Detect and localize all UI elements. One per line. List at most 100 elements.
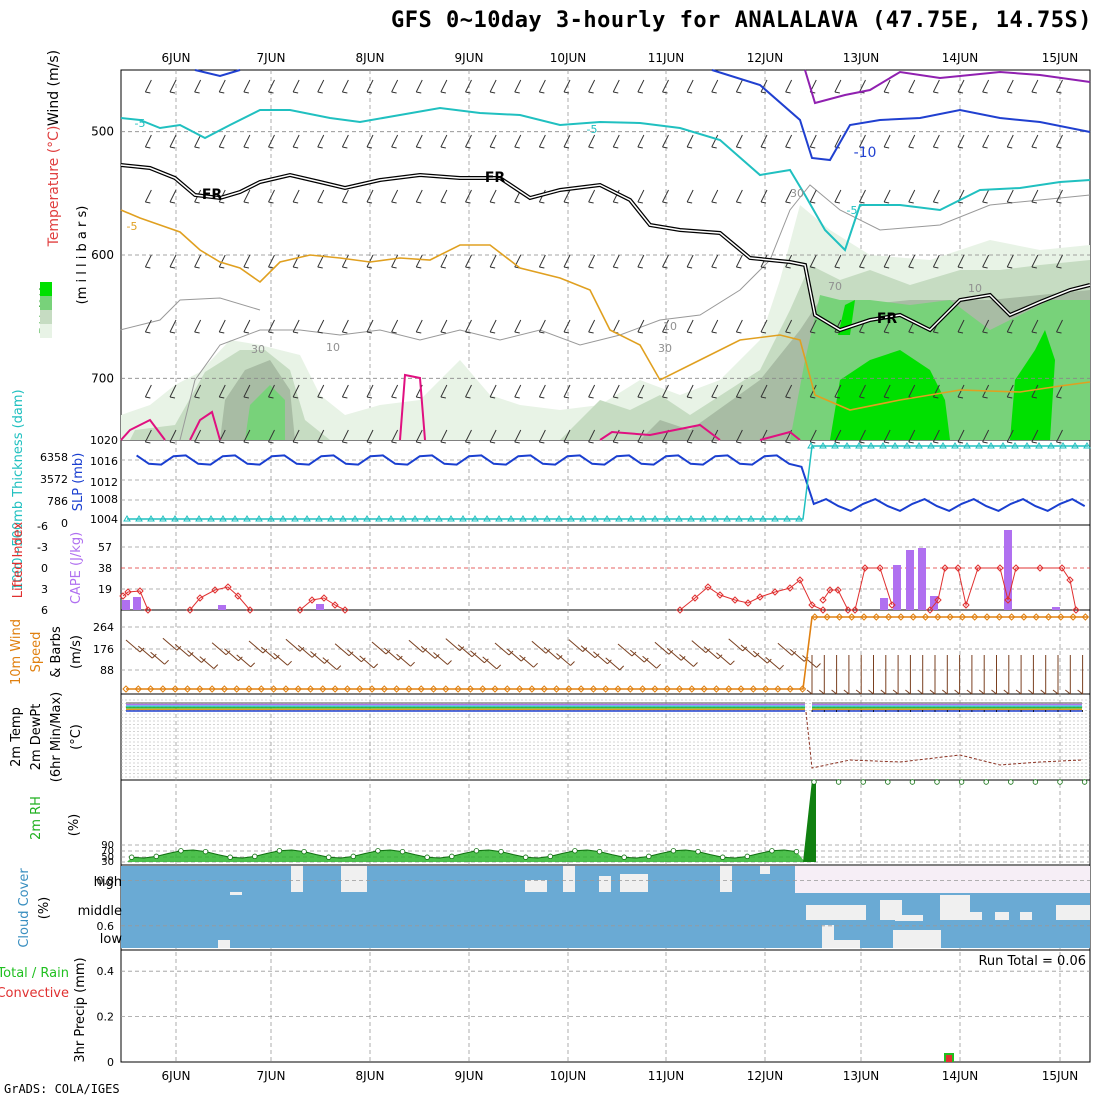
wind10m-barb [457,644,473,658]
temp-contour-magenta [759,430,801,441]
wind-barb-flag [760,441,767,444]
wind-barb-flag [834,441,840,444]
wind10m-marker [146,685,155,693]
wind10m-barb-flag [705,648,711,653]
lifted-index-marker [1058,564,1066,572]
wind-barb-flag [1007,266,1013,269]
precip-panel: 0.8 0.6 0.4 0.2 0 Run Total = 0.06 Total / Rai… [0,874,1090,1069]
wind-barb-flag [637,331,643,334]
cloud-gap [230,892,242,895]
wind10m-barb [408,639,424,653]
wind10m-marker [331,685,339,693]
thickness-marker [999,442,1007,449]
thickness-marker [759,515,767,522]
wind-barb-flag [908,441,914,444]
wind-barb-flag [539,331,545,334]
wind10m-barb-flag [262,648,268,654]
cloud-gap [970,912,982,920]
wind-barb-flag [711,441,717,444]
wind-barb-flag [982,91,988,94]
wind-barb [612,384,620,398]
wind10m-marker [528,685,536,693]
cloud-gap [599,876,611,892]
wind-barb [292,319,300,333]
wind-barb-flag [637,91,643,94]
temp-contour-blue [194,69,241,78]
wind-barb-flag [785,201,791,204]
thickness-marker [663,515,671,522]
wind-barb-flag [982,201,988,204]
wind-barb [465,134,472,148]
rh2m-marker [793,848,800,855]
wind-barb [268,384,275,398]
rh2m-marker [670,848,677,854]
wind10m-barb-flag [545,648,551,654]
lifted-index-marker [941,564,949,572]
wind-barb-flag [366,441,373,444]
wind-barb [932,79,940,93]
wind10m-barb [519,654,534,668]
wind-barb-flag [933,146,939,149]
thickness-marker [843,442,851,449]
thickness-marker [423,515,431,522]
contour-label: FR [877,311,898,327]
wind-barb [268,79,275,93]
wind10m-barb-flag [1040,689,1047,695]
wind10m-barb [396,653,411,667]
wind-barb-flag [1007,146,1013,149]
wind-barb [711,189,719,203]
wind10m-barb [224,648,239,662]
wind-barb [859,189,866,203]
wind-barb [1031,254,1039,268]
wind-barb-flag [1056,146,1062,149]
wind10m-barb-flag [855,689,862,695]
wind-barb [268,319,275,333]
wind-barb [760,79,768,93]
thickness-marker [735,515,743,522]
thickness-marker [675,515,683,522]
thickness-marker [315,515,323,522]
wind-barb [341,134,349,148]
wind10m-barb [506,648,522,662]
wind10m-barb-flag [1003,689,1010,695]
wind-barb-flag [563,396,570,399]
wind-barb-flag [588,331,594,334]
wind-barb [588,384,596,398]
thickness-marker [831,442,839,449]
wind-barb [711,79,719,93]
wind-barb-flag [711,331,717,334]
wind10m-marker [1020,613,1028,621]
wind-barb-flag [588,146,594,149]
wind-barb [588,319,596,333]
contour-label: -5 [587,123,598,136]
upper-axis-label: Temperature (°C) [46,126,62,248]
wind-barb-flag [1031,396,1037,399]
lifted-index-marker [1012,564,1020,572]
panel-frame [120,439,1091,526]
wind10m-barb [605,657,621,671]
lifted-index-marker [819,596,827,604]
wind-barb-flag [662,201,668,204]
wind-barb [144,189,152,203]
temp2m-axis-label: 2m DewPt [29,704,44,771]
thickness-marker [963,442,971,449]
wind-barb-flag [982,331,988,334]
wind-barb-flag [145,441,151,444]
slp-tick: 1004 [90,513,118,526]
rh2m-marker [547,853,553,860]
wind-barb [735,254,743,268]
wind10m-marker [478,685,487,693]
wind-barb-flag [957,331,964,334]
wind-barb-flag [391,91,397,94]
wind10m-marker [1007,613,1016,621]
wind-barb-flag [514,331,520,334]
wind10m-marker [638,685,647,693]
wind-barb-flag [293,146,299,149]
lifted-tick: -3 [37,541,48,554]
wind-barb [243,254,251,268]
wind-barb [662,134,669,148]
wind10m-barb [531,640,547,654]
wind-barb [982,254,990,268]
thickness-marker [459,515,467,522]
lifted-index-marker [691,594,699,602]
